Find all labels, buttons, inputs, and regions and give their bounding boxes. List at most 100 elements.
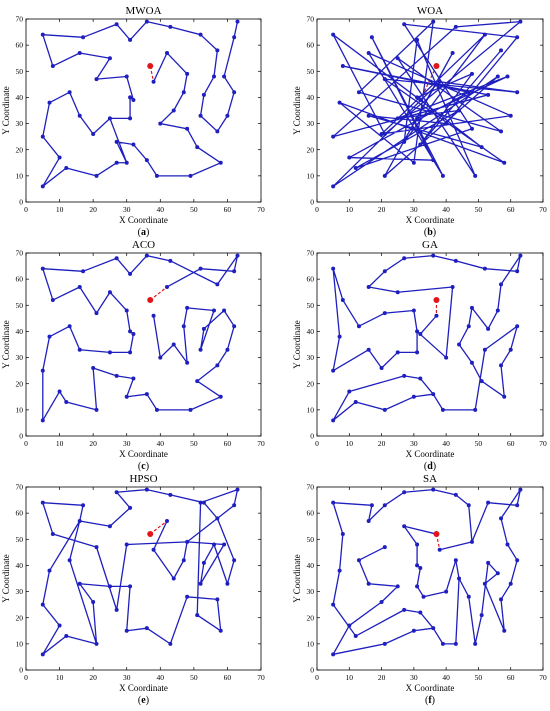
city-point [185,126,190,131]
city-point [411,628,416,633]
city-point [495,74,500,79]
city-point [499,282,504,287]
city-point [144,158,149,163]
city-point [482,347,487,352]
x-tick-label: 0 [315,673,319,682]
route-segment [42,91,111,137]
city-point [382,311,387,316]
x-tick-label: 30 [123,205,131,214]
city-point [415,95,420,100]
x-tick-label: 0 [315,439,319,448]
city-point [185,594,190,599]
y-tick-label: 40 [307,561,315,570]
city-point [91,366,96,371]
city-point [107,524,112,529]
city-point [515,503,520,508]
city-point [421,594,426,599]
city-point [40,368,45,373]
plot-frame [316,252,544,437]
city-point [518,253,523,258]
y-axis-label: Y Coordinate [1,86,11,134]
city-point [418,142,423,147]
city-point [64,400,69,405]
city-point [144,392,149,397]
city-point [81,503,86,508]
city-point [168,492,173,497]
y-tick-label: 60 [16,275,24,284]
city-point [232,90,237,95]
city-point [235,487,240,492]
city-point [518,19,523,24]
route-segment [403,525,460,598]
chart-title: GA [422,239,438,251]
city-point [77,518,82,523]
city-point [94,545,99,550]
city-point [40,184,45,189]
city-point [499,48,504,53]
y-tick-label: 50 [307,535,315,544]
city-point [353,634,358,639]
city-point [502,160,507,165]
city-point [482,266,487,271]
city-point [431,487,436,492]
city-point [337,100,342,105]
city-point [382,545,387,550]
city-point [495,571,500,576]
city-point [418,376,423,381]
city-point [347,155,352,160]
city-point [218,628,223,633]
x-tick-label: 70 [539,439,547,448]
y-tick-label: 20 [307,613,315,622]
city-point [431,253,436,258]
y-tick-label: 0 [310,198,314,207]
y-tick-label: 20 [16,613,24,622]
city-point [215,597,220,602]
city-point [114,607,119,612]
panel-sa: 0 10 20 30 40 50 60 70 0 10 20 30 40 50 60 70 SA X Coordi… [292,473,547,706]
city-point [67,90,72,95]
y-tick-label: 40 [307,327,315,336]
city-point [107,290,112,295]
plot-frame [25,486,262,671]
city-point [201,92,206,97]
city-point [356,90,361,95]
x-tick-label: 20 [89,205,97,214]
city-point [131,142,136,147]
y-tick-label: 10 [307,639,315,648]
city-point [64,166,69,171]
city-point [415,542,420,547]
start-link [149,520,168,535]
city-point [457,342,462,347]
city-point [340,64,345,69]
city-point [195,613,200,618]
city-point [131,332,136,337]
city-point [215,363,220,368]
city-point [366,581,371,586]
city-point [431,19,436,24]
city-point [225,581,230,586]
y-tick-label: 0 [310,432,314,441]
x-tick-label: 30 [410,205,418,214]
city-point [508,347,513,352]
route-line [42,254,239,421]
city-point [466,503,471,508]
city-point [411,394,416,399]
panel-woa: 0 10 20 30 40 50 60 70 0 10 20 30 40 50 60 70 WOA X Coord… [292,5,547,238]
city-point [165,518,169,523]
city-point [144,626,149,631]
city-point [215,48,220,53]
city-point [198,32,203,37]
y-axis-label: Y Coordinate [292,320,302,368]
city-point [466,90,471,95]
city-point [181,90,186,95]
x-tick-label: 20 [378,673,386,682]
panel-caption: (e) [138,695,149,706]
x-tick-label: 20 [89,673,97,682]
start-point [433,297,440,304]
x-tick-label: 10 [56,205,64,214]
city-point [40,266,45,271]
city-point [47,334,52,339]
x-tick-label: 40 [442,673,450,682]
city-point [402,256,407,261]
